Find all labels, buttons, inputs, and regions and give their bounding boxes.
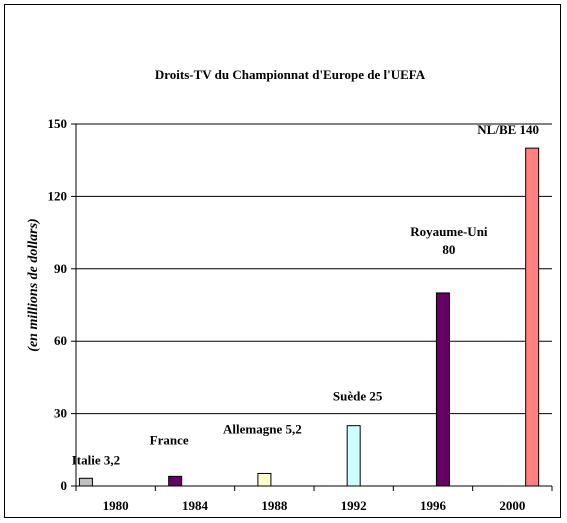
x-tick-label: 1992 [341, 498, 367, 513]
x-tick-label: 2000 [499, 498, 525, 513]
data-label: Royaume-Uni [410, 224, 488, 239]
y-tick-label: 150 [48, 116, 68, 131]
data-label: France [150, 432, 189, 447]
x-tick-label: 1988 [261, 498, 288, 513]
x-tick-label: 1984 [182, 498, 209, 513]
data-label: 80 [442, 242, 455, 257]
y-tick-label: 60 [54, 333, 67, 348]
bar [257, 472, 272, 487]
y-tick-label: 90 [54, 261, 67, 276]
y-tick-label: 0 [61, 478, 68, 493]
chart-title: Droits-TV du Championnat d'Europe de l'U… [155, 67, 426, 82]
data-label: NL/BE 140 [477, 122, 539, 137]
bar [525, 147, 540, 487]
bar [346, 425, 361, 487]
x-tick-label: 1980 [103, 498, 129, 513]
data-label: Suède 25 [333, 389, 383, 404]
y-tick-label: 120 [48, 188, 68, 203]
y-axis-label: (en millions de dollars) [26, 218, 41, 351]
bar [78, 477, 93, 487]
chart-frame [4, 4, 561, 518]
bar [435, 292, 450, 487]
y-tick-label: 30 [54, 406, 67, 421]
x-tick-label: 1996 [420, 498, 447, 513]
data-label: Allemagne 5,2 [223, 421, 302, 436]
bar [168, 475, 183, 487]
data-label: Italie 3,2 [72, 452, 120, 467]
